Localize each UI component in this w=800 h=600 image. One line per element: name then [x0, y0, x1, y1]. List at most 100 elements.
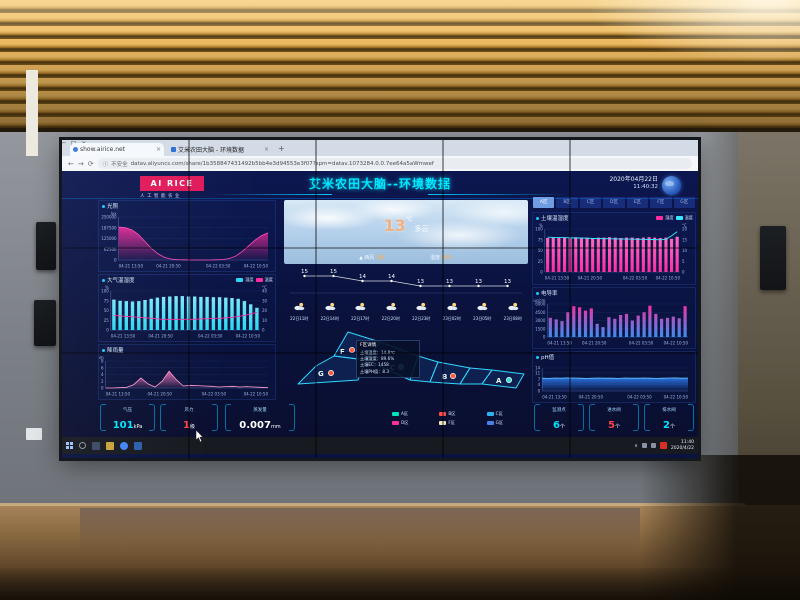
- svg-text:50: 50: [538, 248, 544, 253]
- field-map: FGCBA F区详情 土壤温度：14.8℃土壤湿度：89.6%土壤EC：1458…: [284, 326, 528, 408]
- wind-stat: 风力 1级: [160, 404, 218, 431]
- legend-label: D区: [401, 420, 409, 425]
- svg-text:04-21 20:50: 04-21 20:50: [582, 341, 607, 346]
- forecast-item: 23日05时: [467, 296, 498, 322]
- map-tooltip: F区详情 土壤温度：14.8℃ 土壤湿度：89.6% 土壤EC：1458 土壤PH值：…: [356, 340, 420, 378]
- svg-text:25: 25: [538, 259, 544, 264]
- rainfall-chart: 0 2 4 68mm 04-21 13:50 04-21 20:50 04-22 03:50…: [96, 355, 269, 397]
- svg-text:10: 10: [262, 318, 268, 323]
- search-icon[interactable]: [79, 442, 86, 449]
- header-decoration-right: [428, 194, 568, 195]
- svg-text:0: 0: [114, 258, 117, 263]
- svg-text:20: 20: [682, 227, 688, 232]
- screen-reflection: [80, 508, 640, 550]
- browser-tab-2[interactable]: 艾米农田大脑 - 环境数据 ×: [168, 143, 272, 156]
- zone-polygon[interactable]: [481, 369, 525, 389]
- legend-chip: [439, 412, 447, 416]
- svg-text:04-22 10:50: 04-22 10:50: [664, 395, 689, 400]
- zone-marker[interactable]: [349, 347, 355, 353]
- light-panel: 光照 0 62500 125000 187500 250000 lux 04-21 13:5…: [98, 200, 276, 272]
- stat-label: 进水阀: [607, 408, 621, 413]
- reload-icon[interactable]: ⟳: [87, 159, 94, 168]
- windows-start-button[interactable]: [66, 442, 73, 449]
- zone-tab[interactable]: G区: [673, 197, 695, 208]
- svg-text:04-22 03:50: 04-22 03:50: [627, 395, 652, 400]
- zone-marker[interactable]: [450, 373, 456, 379]
- wind-value: 3级: [375, 255, 385, 261]
- svg-text:250000: 250000: [101, 215, 117, 220]
- svg-text:04-21 20:50: 04-21 20:50: [148, 392, 173, 397]
- zone-tab[interactable]: F区: [650, 197, 672, 208]
- bullet-icon: [102, 204, 105, 208]
- wall-speaker-right: [760, 226, 786, 290]
- bullet-icon: [102, 348, 105, 352]
- svg-text:20: 20: [262, 308, 268, 313]
- app-icon[interactable]: [134, 441, 142, 450]
- task-view-icon[interactable]: [92, 441, 100, 450]
- svg-text:04-21 20:50: 04-21 20:50: [148, 334, 173, 339]
- map-legend-item: A区: [392, 411, 429, 417]
- url-text: datav.aliyuncs.com/share/1b358847431492b…: [130, 160, 434, 167]
- url-field[interactable]: ⓘ 不安全 datav.aliyuncs.com/share/1b3588474…: [97, 158, 692, 169]
- svg-text:6000: 6000: [535, 302, 546, 307]
- forecast-item: 22日14时: [315, 296, 346, 322]
- tray-icon[interactable]: [641, 443, 647, 448]
- svg-text:187500: 187500: [101, 225, 117, 230]
- zone-tab[interactable]: E区: [626, 197, 649, 208]
- stat-unit: 个: [559, 424, 565, 430]
- svg-text:4500: 4500: [535, 310, 546, 315]
- legend-chip: [486, 421, 494, 425]
- bullet-icon: [102, 278, 105, 282]
- wind-icon: ▲: [359, 256, 363, 261]
- wall-speaker-left-top: [36, 222, 56, 270]
- zone-marker[interactable]: [328, 370, 334, 376]
- taskbar-clock[interactable]: 11:40 2020/4/22: [671, 440, 694, 452]
- svg-text:62500: 62500: [104, 247, 117, 252]
- file-explorer-icon[interactable]: [106, 441, 114, 450]
- zone-marker[interactable]: [506, 377, 512, 383]
- weather-condition: 多云: [414, 225, 429, 233]
- svg-text:0: 0: [682, 270, 685, 275]
- clock-time: 11:40: [681, 439, 694, 445]
- volume-icon[interactable]: [650, 443, 656, 448]
- door-edge: [26, 70, 38, 156]
- tooltip-row: 土壤温度：14.8℃: [360, 349, 395, 355]
- notification-badge[interactable]: [659, 442, 667, 449]
- new-tab-button[interactable]: +: [278, 144, 285, 153]
- svg-text:15: 15: [330, 269, 337, 275]
- wind-info: ▲ 西风 3级: [359, 254, 384, 261]
- bullet-icon: [536, 216, 539, 220]
- partly-cloudy-icon: [447, 302, 458, 311]
- current-time: 11:40:32: [633, 183, 658, 190]
- forward-icon[interactable]: →: [77, 159, 84, 168]
- tab-close-icon[interactable]: ×: [155, 146, 161, 153]
- partly-cloudy-icon: [294, 302, 305, 311]
- svg-text:04-21 13:50: 04-21 13:50: [547, 341, 572, 346]
- legend-label: B区: [448, 411, 456, 416]
- zone-tab[interactable]: B区: [556, 197, 578, 208]
- chrome-icon[interactable]: [120, 441, 128, 450]
- legend-label: F区: [448, 420, 455, 425]
- back-icon[interactable]: ←: [68, 159, 74, 168]
- evaporation-stat: 蒸发量 0.007mm: [225, 404, 295, 431]
- svg-text:04-21 20:50: 04-21 20:50: [156, 264, 181, 269]
- info-icon[interactable]: ⓘ: [102, 161, 109, 168]
- svg-text:04-22 03:50: 04-22 03:50: [198, 334, 223, 339]
- zone-tab[interactable]: D区: [603, 197, 625, 208]
- tab-close-icon[interactable]: ×: [263, 146, 269, 153]
- current-temperature: 13: [383, 216, 406, 235]
- tray-caret-icon[interactable]: ∧: [634, 442, 638, 449]
- bezel-seam: [62, 247, 698, 249]
- stat-unit: 个: [614, 424, 620, 430]
- zone-tab[interactable]: C区: [579, 197, 602, 208]
- zone-tab[interactable]: A区: [533, 197, 555, 208]
- map-tooltip-rows: 土壤温度：14.8℃ 土壤湿度：89.6% 土壤EC：1458 土壤PH值：8.3: [360, 350, 416, 375]
- svg-text:15: 15: [682, 237, 688, 242]
- globe-favicon: [73, 147, 78, 152]
- minimize-icon[interactable]: ─: [62, 140, 66, 147]
- svg-text:0: 0: [101, 386, 104, 391]
- stat-label: 监测点: [552, 408, 566, 413]
- browser-tab-1[interactable]: show.airice.net ×: [70, 143, 164, 156]
- svg-text:4: 4: [538, 382, 541, 387]
